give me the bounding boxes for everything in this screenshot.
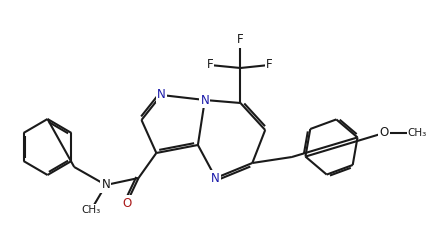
Text: N: N xyxy=(200,94,209,106)
Text: O: O xyxy=(378,126,388,140)
Text: N: N xyxy=(157,88,165,102)
Text: N: N xyxy=(101,179,110,191)
Text: CH₃: CH₃ xyxy=(81,205,101,215)
Text: N: N xyxy=(211,171,220,185)
Text: F: F xyxy=(237,34,243,46)
Text: O: O xyxy=(122,197,131,209)
Text: F: F xyxy=(265,59,272,71)
Text: F: F xyxy=(206,59,212,71)
Text: CH₃: CH₃ xyxy=(407,128,426,138)
